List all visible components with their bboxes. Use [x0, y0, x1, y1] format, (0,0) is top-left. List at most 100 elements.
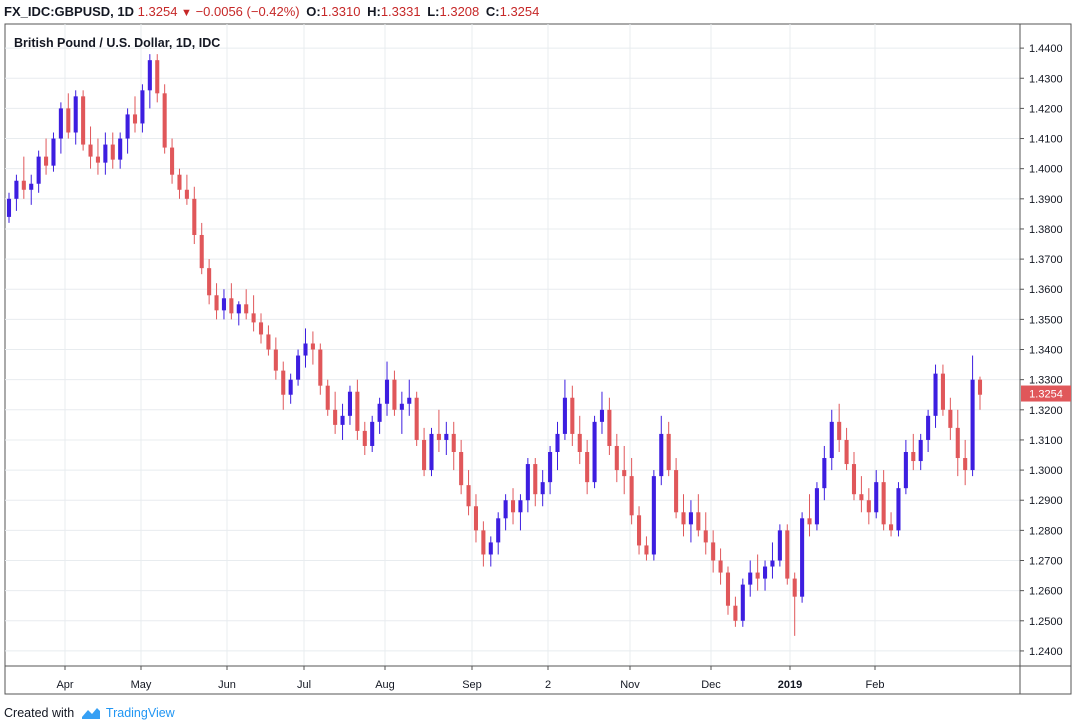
- last-price-tag-bg: [1021, 385, 1071, 402]
- candle-body: [496, 518, 501, 543]
- chart-title: British Pound / U.S. Dollar, 1D, IDC: [14, 36, 220, 50]
- candle: [636, 506, 642, 555]
- candle-body: [414, 397, 419, 440]
- candle: [73, 90, 78, 145]
- close-label: C:: [485, 4, 500, 19]
- candle: [711, 530, 716, 573]
- candle: [340, 403, 345, 440]
- candle-body: [874, 482, 879, 513]
- candle-body: [229, 298, 234, 314]
- candle-body: [132, 114, 138, 124]
- candle: [95, 138, 100, 175]
- candle-body: [488, 542, 493, 555]
- candle: [325, 379, 330, 416]
- candle-body: [570, 397, 575, 434]
- candle: [644, 536, 649, 561]
- candle: [296, 349, 301, 386]
- candle-body: [940, 373, 945, 410]
- low-label: L:: [427, 4, 440, 19]
- candle-body: [21, 180, 26, 190]
- candle-body: [577, 433, 582, 452]
- candle-body: [562, 397, 567, 434]
- candle: [570, 385, 575, 446]
- candle: [963, 439, 968, 486]
- price-tick-label: 1.4300: [1029, 73, 1063, 85]
- price-tick-label: 1.2900: [1029, 495, 1063, 507]
- candle: [162, 84, 167, 154]
- candle-body: [451, 433, 456, 452]
- candle-body: [770, 560, 775, 567]
- candle-body: [503, 500, 508, 519]
- candle-body: [147, 60, 152, 91]
- candle-body: [970, 379, 975, 471]
- candle: [184, 174, 189, 205]
- candle: [926, 409, 931, 452]
- candle-body: [288, 379, 293, 395]
- candle: [696, 494, 701, 537]
- high-value: 1.3331: [380, 4, 421, 19]
- candle-body: [881, 482, 886, 525]
- time-tick-label: 2019: [778, 679, 802, 691]
- candle-body: [370, 421, 375, 446]
- candle: [414, 391, 419, 446]
- candle: [496, 512, 501, 555]
- price-tick-label: 1.3900: [1029, 194, 1063, 206]
- candle: [896, 482, 901, 537]
- price-tick-label: 1.3700: [1029, 254, 1063, 266]
- candle-body: [644, 545, 649, 555]
- candle: [392, 370, 397, 416]
- candle: [81, 90, 86, 151]
- candle: [629, 458, 634, 525]
- candle-body: [763, 566, 768, 579]
- candle-body: [718, 560, 723, 573]
- candle: [599, 391, 605, 434]
- last-price-tag-label: 1.3254: [1029, 389, 1063, 401]
- candle-body: [599, 409, 605, 422]
- candle: [770, 542, 775, 579]
- candle: [199, 222, 204, 275]
- price-tick-label: 1.2700: [1029, 556, 1063, 568]
- candle-body: [977, 379, 983, 395]
- price-tick-label: 1.2800: [1029, 525, 1063, 537]
- candle: [170, 138, 175, 184]
- candle: [614, 433, 619, 483]
- candle: [948, 397, 953, 440]
- candle-body: [733, 605, 738, 621]
- candle: [829, 409, 834, 471]
- candle-body: [859, 494, 864, 501]
- candle: [303, 328, 308, 368]
- price-tick-label: 1.3100: [1029, 435, 1063, 447]
- candle-body: [540, 482, 545, 495]
- candle: [659, 415, 664, 486]
- candle-body: [125, 114, 130, 139]
- chart-header: FX_IDC:GBPUSD, 1D 1.3254 ▼ −0.0056 (−0.4…: [4, 2, 539, 22]
- time-axis: Apr May Jun Jul Aug Sep 2 Nov Dec 2019 Feb: [56, 666, 884, 691]
- candle-body: [740, 584, 745, 621]
- candle: [859, 476, 864, 513]
- candle: [955, 409, 960, 477]
- candle-body: [266, 334, 271, 350]
- candle-body: [703, 530, 708, 543]
- candle: [132, 96, 138, 133]
- candle: [318, 343, 323, 395]
- candle-body: [44, 156, 49, 166]
- candle-body: [281, 370, 286, 395]
- candle-body: [355, 391, 360, 431]
- candle: [740, 578, 745, 627]
- candle: [21, 156, 26, 199]
- candle: [510, 488, 516, 525]
- candle: [266, 325, 271, 356]
- candle-body: [725, 572, 731, 606]
- candle: [755, 554, 760, 591]
- candle: [889, 512, 894, 537]
- candle-body: [459, 452, 464, 486]
- candle: [800, 512, 805, 603]
- candle: [903, 439, 908, 495]
- candle-body: [95, 156, 100, 163]
- candle: [874, 470, 879, 519]
- candle: [36, 150, 41, 193]
- candle: [229, 283, 234, 320]
- candle: [933, 364, 938, 428]
- tradingview-brand[interactable]: TradingView: [105, 706, 175, 720]
